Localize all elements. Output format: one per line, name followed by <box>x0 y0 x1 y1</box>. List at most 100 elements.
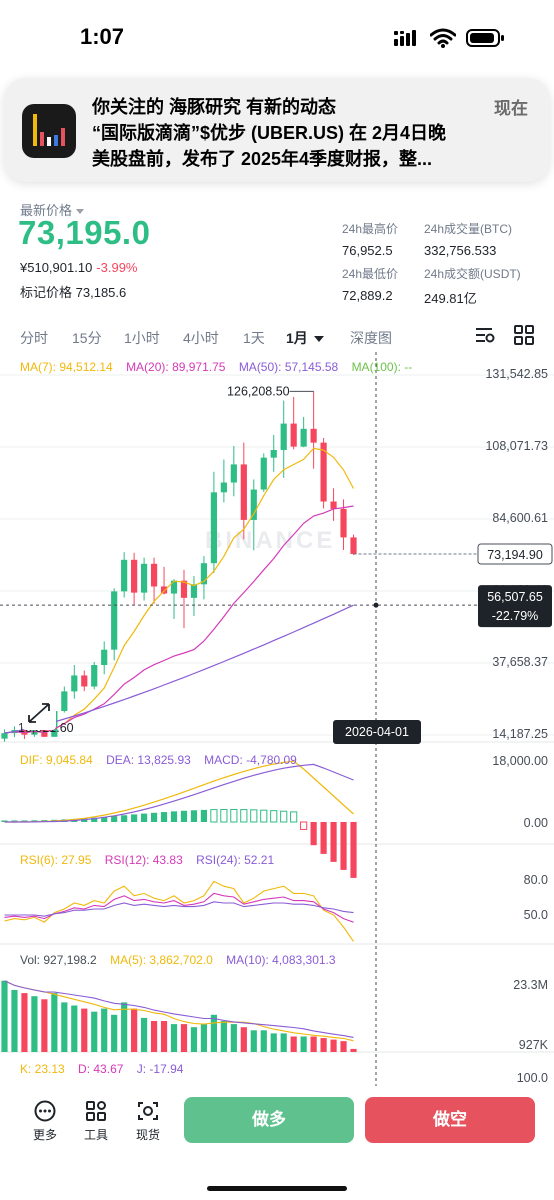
macd-histogram-bar <box>310 822 317 846</box>
rsi12-label: RSI(12): 43.83 <box>104 853 183 867</box>
price-axis-label: 14,187.25 <box>492 727 548 741</box>
candle-body <box>270 449 277 458</box>
macd-histogram-bar <box>350 822 357 878</box>
push-notification[interactable]: 你关注的 海豚研究 有新的动态 现在 “国际版滴滴”$优步 (UBER.US) … <box>4 78 550 182</box>
spot-button[interactable]: 现货 <box>128 1100 168 1143</box>
k-label: K: 23.13 <box>20 1062 65 1076</box>
notification-body: “国际版滴滴”$优步 (UBER.US) 在 2月4日晚 美股盘前，发布了 20… <box>92 120 532 172</box>
candle-body <box>280 423 287 450</box>
macd-histogram-bar <box>230 808 238 823</box>
stat-label: 24h成交量(BTC) <box>424 222 513 236</box>
tab-timeframe[interactable]: 15分 <box>72 330 102 346</box>
current-price-tag: 73,194.90 <box>487 548 543 562</box>
candle-body <box>61 691 68 712</box>
candle-body <box>200 563 208 585</box>
candle-body <box>170 580 178 594</box>
macd-histogram-bar <box>21 820 28 822</box>
macd-histogram-bar <box>200 809 208 822</box>
high-price-marker: 126,208.50 <box>227 384 290 398</box>
volume-bar <box>61 1002 68 1052</box>
candle-body <box>150 563 158 587</box>
candle-body <box>260 457 267 490</box>
ma20-label: MA(20): 89,971.75 <box>126 360 226 374</box>
tab-timeframe[interactable]: 1天 <box>243 330 265 346</box>
ma50-label: MA(50): 57,145.58 <box>238 360 339 374</box>
volume-bar <box>21 993 28 1052</box>
macd-histogram-bar <box>101 816 108 822</box>
last-price: 73,195.0 <box>18 214 151 251</box>
candle-body <box>290 423 297 447</box>
volume-bar <box>250 1030 257 1052</box>
long-button[interactable]: 做多 <box>184 1097 354 1143</box>
candle-body <box>101 649 108 666</box>
short-button[interactable]: 做空 <box>365 1097 535 1143</box>
app-icon <box>22 104 76 158</box>
macd-histogram-bar <box>190 810 198 822</box>
tab-timeframe[interactable]: 4小时 <box>183 330 219 346</box>
macd-histogram-bar <box>240 809 248 823</box>
candle-body <box>81 675 88 687</box>
stat-24h-volume-usdt: 24h成交额(USDT) 249.81亿 <box>424 265 521 307</box>
spot-swap-icon <box>138 1102 158 1120</box>
macd-histogram-bar <box>330 822 337 862</box>
tools-button[interactable]: 工具 <box>76 1100 116 1143</box>
rsi24-line <box>4 901 354 917</box>
j-label: J: -17.94 <box>136 1062 184 1076</box>
macd-histogram-bar <box>270 810 278 823</box>
candle-body <box>160 586 168 594</box>
volume-bar <box>260 1030 267 1052</box>
layout-grid-icon[interactable] <box>514 325 534 345</box>
macd-histogram-bar <box>210 809 218 823</box>
notification-title: 你关注的 海豚研究 有新的动态 <box>92 97 337 117</box>
indicator-settings-icon[interactable] <box>474 325 496 345</box>
tab-depth-chart[interactable]: 深度图 <box>350 330 392 346</box>
dif-line <box>4 760 354 823</box>
rsi12-line <box>4 892 354 923</box>
candle-body <box>340 508 347 538</box>
candle-body <box>220 482 227 493</box>
tab-timeframe[interactable]: 分时 <box>20 330 48 346</box>
ma50-line <box>4 604 354 734</box>
volume-bar <box>220 1021 227 1052</box>
cellular-signal-icon <box>394 30 416 46</box>
volume-bar <box>200 1024 208 1052</box>
rsi-legend: RSI(6): 27.95 RSI(12): 43.83 RSI(24): 52… <box>20 853 284 867</box>
crosshair-price-box <box>478 585 552 628</box>
tab-timeframe[interactable]: 1小时 <box>124 330 160 346</box>
macd-histogram-bar <box>220 808 228 823</box>
candle-body <box>350 537 357 554</box>
vol-ma5-line <box>4 980 354 1042</box>
candle-body <box>71 675 78 692</box>
candle-body <box>91 665 98 687</box>
volume-bar <box>101 1008 108 1052</box>
volume-bar <box>270 1033 277 1052</box>
mark-price-label: 标记价格 <box>20 285 73 300</box>
candle-body <box>111 591 118 650</box>
macd-legend: DIF: 9,045.84 DEA: 13,825.93 MACD: -4,78… <box>20 753 307 767</box>
latest-price-selector[interactable]: 最新价格 <box>20 200 85 219</box>
tab-timeframe-active[interactable]: 1月 <box>286 328 324 348</box>
stat-label: 24h成交额(USDT) <box>424 267 521 281</box>
notification-time: 现在 <box>494 99 528 118</box>
volume-bar <box>41 999 48 1052</box>
macd-histogram-bar <box>290 811 298 823</box>
macd-histogram-bar <box>1 820 8 822</box>
kdj-legend: K: 23.13 D: 43.67 J: -17.94 <box>20 1062 193 1076</box>
notification-line-2: 美股盘前，发布了 2025年4季度财报，整... <box>92 149 433 169</box>
rsi24-label: RSI(24): 52.21 <box>196 853 275 867</box>
volume-bar <box>111 1014 118 1052</box>
notification-line-1: “国际版滴滴”$优步 (UBER.US) 在 2月4日晚 <box>92 123 447 143</box>
kdj-axis-label: 100.0 <box>517 1071 548 1085</box>
kline-chart[interactable]: BINANCE131,542.85108,071.7384,600.6161,1… <box>0 352 554 1086</box>
candle-body <box>240 464 247 520</box>
volume-bar <box>131 1008 138 1052</box>
price-axis-label: 108,071.73 <box>485 439 548 453</box>
more-button[interactable]: 更多 <box>25 1100 65 1143</box>
candle-body <box>180 580 188 598</box>
volume-bar <box>51 993 58 1052</box>
crosshair-price: 56,507.65 <box>487 590 543 604</box>
cny-price: ¥510,901.10 <box>20 260 93 275</box>
stat-24h-volume-btc: 24h成交量(BTC) 332,756.533 <box>424 220 512 258</box>
wifi-icon <box>430 28 456 48</box>
stat-24h-high: 24h最高价 76,952.5 <box>342 220 398 258</box>
